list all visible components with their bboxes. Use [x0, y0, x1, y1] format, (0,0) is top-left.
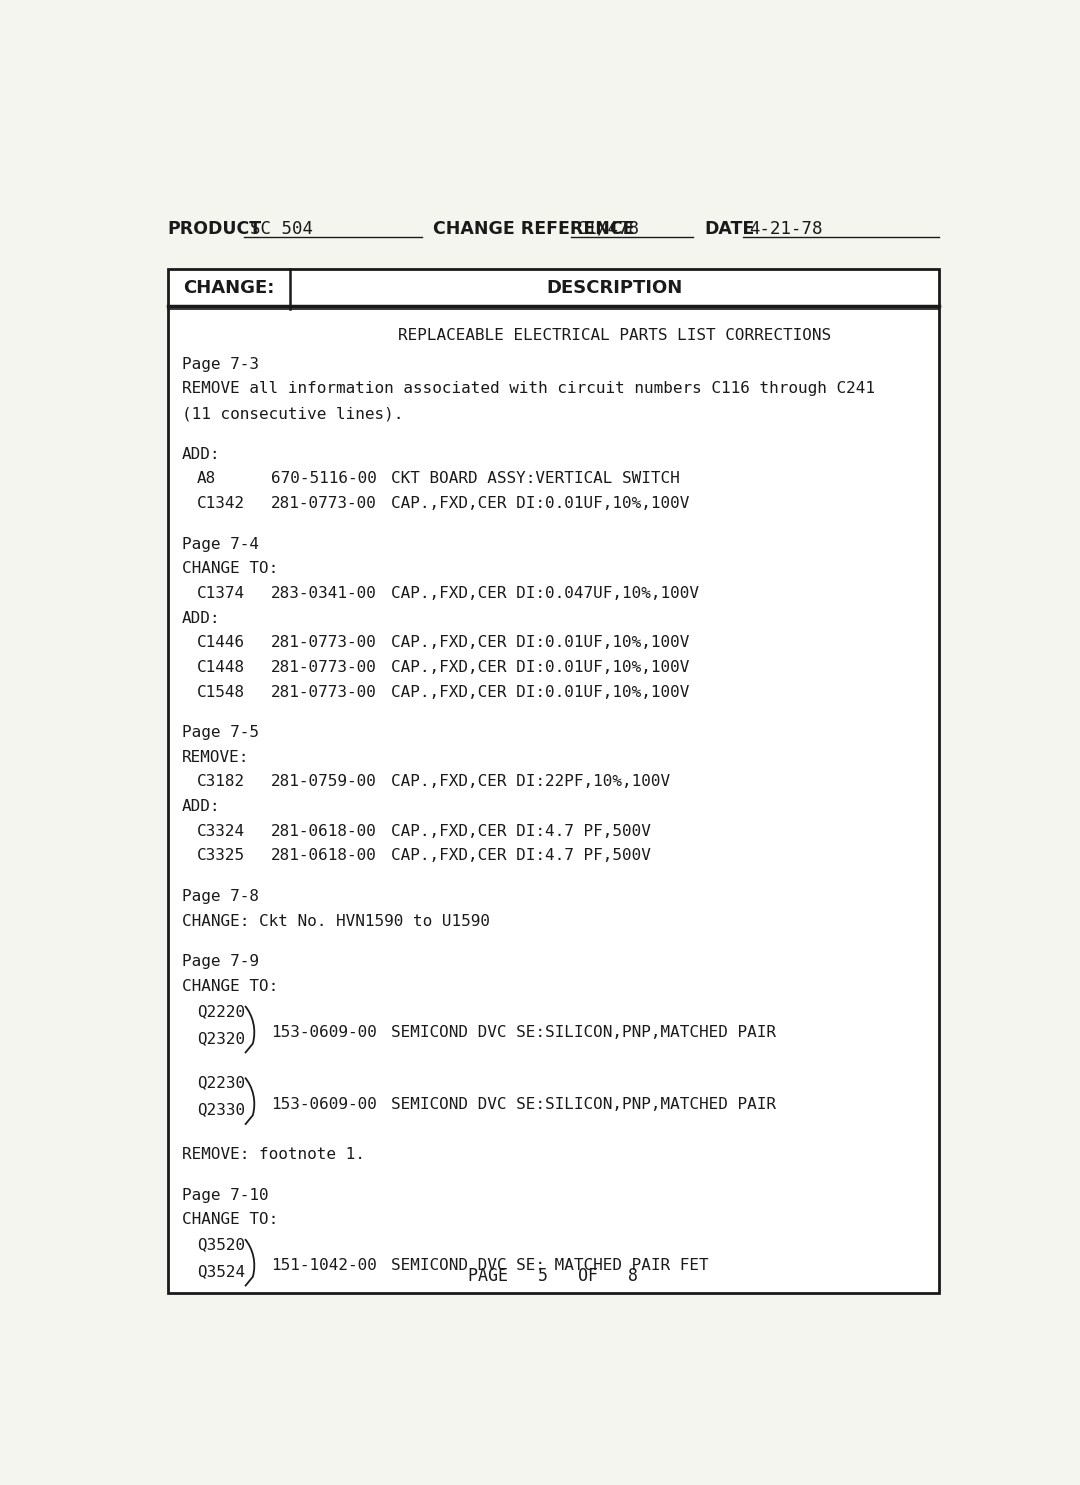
- Text: 153-0609-00: 153-0609-00: [271, 1097, 377, 1112]
- Text: (11 consecutive lines).: (11 consecutive lines).: [181, 405, 403, 422]
- Text: Page 7-9: Page 7-9: [181, 955, 258, 970]
- Text: 281-0618-00: 281-0618-00: [271, 824, 377, 839]
- Text: A8: A8: [197, 471, 216, 487]
- Text: C1374: C1374: [197, 587, 245, 601]
- Text: C3325: C3325: [197, 848, 245, 863]
- Text: CHANGE TO:: CHANGE TO:: [181, 561, 278, 576]
- Text: Page 7-5: Page 7-5: [181, 725, 258, 740]
- Text: DESCRIPTION: DESCRIPTION: [546, 279, 683, 297]
- Text: REMOVE:: REMOVE:: [181, 750, 248, 765]
- Text: C1446: C1446: [197, 636, 245, 650]
- Text: SC 504: SC 504: [249, 220, 313, 238]
- Text: CAP.,FXD,CER DI:0.01UF,10%,100V: CAP.,FXD,CER DI:0.01UF,10%,100V: [391, 685, 689, 699]
- Text: 283-0341-00: 283-0341-00: [271, 587, 377, 601]
- Text: CHANGE TO:: CHANGE TO:: [181, 979, 278, 993]
- Text: 281-0773-00: 281-0773-00: [271, 496, 377, 511]
- Text: C1448: C1448: [197, 659, 245, 674]
- Text: Page 7-3: Page 7-3: [181, 356, 258, 371]
- Text: Q2220: Q2220: [197, 1004, 245, 1019]
- Text: SEMICOND DVC SE:SILICON,PNP,MATCHED PAIR: SEMICOND DVC SE:SILICON,PNP,MATCHED PAIR: [391, 1025, 775, 1039]
- Text: REPLACEABLE ELECTRICAL PARTS LIST CORRECTIONS: REPLACEABLE ELECTRICAL PARTS LIST CORREC…: [399, 328, 832, 343]
- Text: 281-0773-00: 281-0773-00: [271, 659, 377, 674]
- Text: CAP.,FXD,CER DI:0.01UF,10%,100V: CAP.,FXD,CER DI:0.01UF,10%,100V: [391, 659, 689, 674]
- Text: ADD:: ADD:: [181, 799, 220, 814]
- Text: CAP.,FXD,CER DI:4.7 PF,500V: CAP.,FXD,CER DI:4.7 PF,500V: [391, 848, 650, 863]
- Text: 670-5116-00: 670-5116-00: [271, 471, 377, 487]
- Text: CAP.,FXD,CER DI:4.7 PF,500V: CAP.,FXD,CER DI:4.7 PF,500V: [391, 824, 650, 839]
- Text: CHANGE REFERENCE: CHANGE REFERENCE: [433, 220, 635, 238]
- Text: SEMICOND DVC SE: MATCHED PAIR FET: SEMICOND DVC SE: MATCHED PAIR FET: [391, 1258, 708, 1273]
- Text: Page 7-4: Page 7-4: [181, 536, 258, 552]
- Text: CKT BOARD ASSY:VERTICAL SWITCH: CKT BOARD ASSY:VERTICAL SWITCH: [391, 471, 679, 487]
- Text: Q3520: Q3520: [197, 1237, 245, 1252]
- Text: Page 7-10: Page 7-10: [181, 1188, 268, 1203]
- Text: SEMICOND DVC SE:SILICON,PNP,MATCHED PAIR: SEMICOND DVC SE:SILICON,PNP,MATCHED PAIR: [391, 1097, 775, 1112]
- Text: 153-0609-00: 153-0609-00: [271, 1025, 377, 1039]
- Text: C1342: C1342: [197, 496, 245, 511]
- Text: 151-1042-00: 151-1042-00: [271, 1258, 377, 1273]
- Text: DATE: DATE: [704, 220, 755, 238]
- Text: 281-0618-00: 281-0618-00: [271, 848, 377, 863]
- Text: REMOVE all information associated with circuit numbers C116 through C241: REMOVE all information associated with c…: [181, 382, 875, 396]
- Text: Q3524: Q3524: [197, 1264, 245, 1279]
- Text: 281-0773-00: 281-0773-00: [271, 636, 377, 650]
- Text: 4-21-78: 4-21-78: [750, 220, 823, 238]
- Text: CHANGE: Ckt No. HVN1590 to U1590: CHANGE: Ckt No. HVN1590 to U1590: [181, 913, 489, 928]
- Text: Page 7-8: Page 7-8: [181, 890, 258, 904]
- Text: 281-0759-00: 281-0759-00: [271, 775, 377, 790]
- Text: CAP.,FXD,CER DI:0.01UF,10%,100V: CAP.,FXD,CER DI:0.01UF,10%,100V: [391, 496, 689, 511]
- Text: 281-0773-00: 281-0773-00: [271, 685, 377, 699]
- Text: ADD:: ADD:: [181, 447, 220, 462]
- Text: Q2330: Q2330: [197, 1102, 245, 1117]
- Text: CAP.,FXD,CER DI:0.01UF,10%,100V: CAP.,FXD,CER DI:0.01UF,10%,100V: [391, 636, 689, 650]
- Text: ADD:: ADD:: [181, 610, 220, 625]
- Text: CHANGE TO:: CHANGE TO:: [181, 1212, 278, 1227]
- Text: C3182: C3182: [197, 775, 245, 790]
- Text: C1548: C1548: [197, 685, 245, 699]
- Text: PAGE   5   OF   8: PAGE 5 OF 8: [469, 1267, 638, 1285]
- Text: REMOVE: footnote 1.: REMOVE: footnote 1.: [181, 1146, 364, 1161]
- Text: C3324: C3324: [197, 824, 245, 839]
- Text: Q2230: Q2230: [197, 1075, 245, 1090]
- Bar: [167, 269, 940, 1293]
- Text: Q2320: Q2320: [197, 1031, 245, 1045]
- Text: PRODUCT: PRODUCT: [167, 220, 261, 238]
- Text: C1/478: C1/478: [577, 220, 639, 238]
- Text: CHANGE:: CHANGE:: [184, 279, 274, 297]
- Text: CAP.,FXD,CER DI:0.047UF,10%,100V: CAP.,FXD,CER DI:0.047UF,10%,100V: [391, 587, 699, 601]
- Text: CAP.,FXD,CER DI:22PF,10%,100V: CAP.,FXD,CER DI:22PF,10%,100V: [391, 775, 670, 790]
